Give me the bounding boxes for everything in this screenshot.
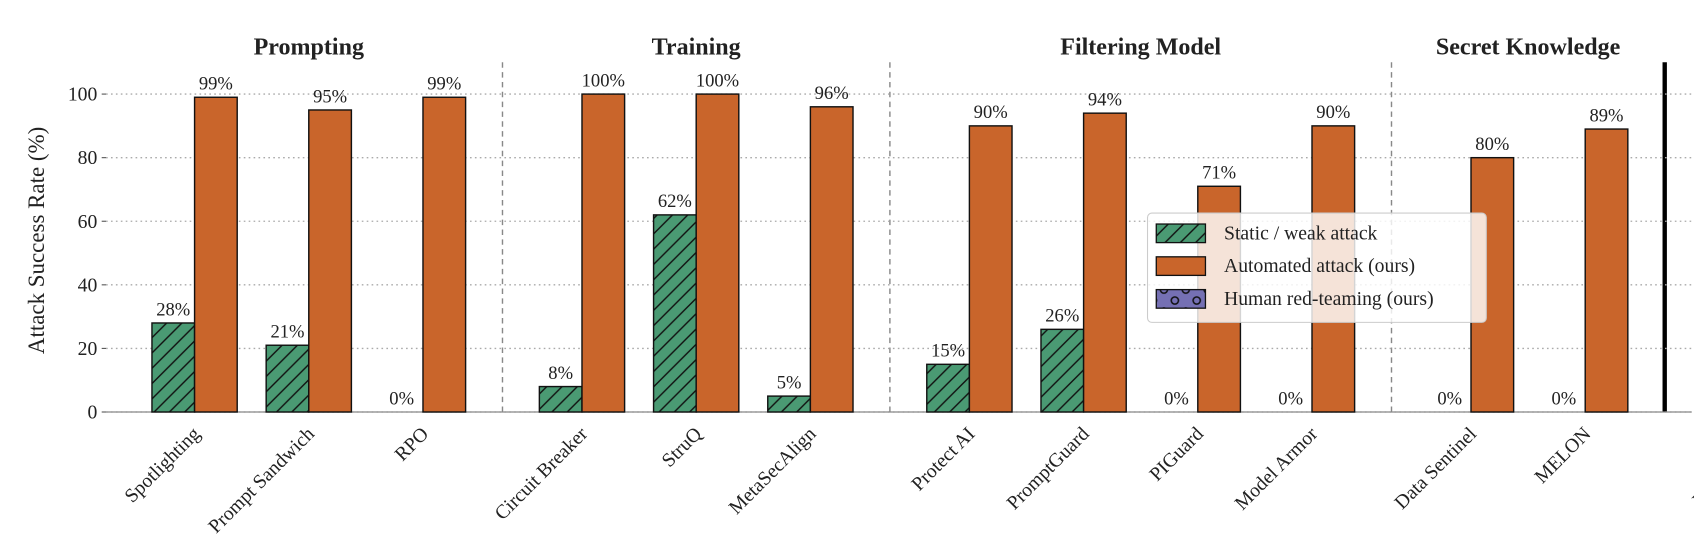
bar bbox=[968, 125, 1013, 413]
value-label: 71% bbox=[1202, 163, 1236, 184]
y-tick-label: 100 bbox=[68, 84, 98, 106]
group-header: Training bbox=[652, 35, 741, 61]
y-tick-label: 60 bbox=[78, 211, 98, 233]
x-tick-label: Model Armor bbox=[1230, 423, 1322, 515]
value-label: 0% bbox=[389, 388, 414, 409]
x-tick-label: Prompt Sandwich bbox=[204, 423, 319, 538]
bar bbox=[1040, 328, 1085, 413]
bar bbox=[581, 93, 626, 413]
value-label: 0% bbox=[1278, 388, 1303, 409]
legend-label: Automated attack (ours) bbox=[1224, 255, 1415, 277]
value-label: 99% bbox=[199, 74, 233, 95]
value-label: 100% bbox=[582, 70, 625, 91]
bar bbox=[926, 363, 971, 413]
group-header: Prompting bbox=[254, 35, 364, 61]
value-label: 62% bbox=[658, 191, 692, 212]
bar bbox=[538, 385, 583, 413]
legend-label: Static / weak attack bbox=[1224, 222, 1378, 244]
group-header: Secret Knowledge bbox=[1436, 35, 1621, 61]
x-tick-label: MetaSecAlign bbox=[725, 423, 821, 519]
value-label: 0% bbox=[1164, 388, 1189, 409]
legend-swatch bbox=[1155, 256, 1207, 277]
y-tick-label: 0 bbox=[87, 402, 97, 424]
value-label: 89% bbox=[1590, 105, 1624, 126]
value-label: 94% bbox=[1088, 90, 1122, 111]
value-label: 0% bbox=[1552, 388, 1577, 409]
x-tick-label: Circuit Breaker bbox=[490, 423, 592, 525]
bar bbox=[809, 106, 854, 413]
value-label: 5% bbox=[777, 372, 802, 393]
group-header: Filtering Model bbox=[1060, 35, 1221, 61]
y-tick-label: 80 bbox=[78, 147, 98, 169]
value-label: 99% bbox=[427, 74, 461, 95]
x-tick-label-box: Human red-teaming setting bbox=[1687, 428, 1694, 511]
bar bbox=[1082, 112, 1127, 413]
bar bbox=[151, 322, 196, 413]
bar bbox=[308, 109, 353, 413]
x-tick-label: PromptGuard bbox=[1002, 423, 1093, 514]
x-tick-label: PIGuard bbox=[1145, 423, 1208, 486]
y-tick-label: 40 bbox=[78, 274, 98, 296]
value-label: 0% bbox=[1437, 388, 1462, 409]
value-label: 96% bbox=[815, 83, 849, 104]
bar bbox=[265, 344, 310, 413]
x-tick-label: RPO bbox=[390, 423, 433, 466]
x-tick-label: Spotlighting bbox=[120, 423, 204, 507]
value-label: 80% bbox=[1475, 134, 1509, 155]
x-tick-label: Data Sentinel bbox=[1390, 423, 1481, 514]
value-label: 90% bbox=[974, 102, 1008, 123]
x-tick-label: StruQ bbox=[658, 423, 707, 472]
value-label: 95% bbox=[313, 86, 347, 107]
value-label: 15% bbox=[931, 341, 965, 362]
value-label: 21% bbox=[270, 322, 304, 343]
value-label: 90% bbox=[1316, 102, 1350, 123]
x-tick-label: MELON bbox=[1530, 423, 1595, 488]
x-tick-label: Human red-teaming setting bbox=[1687, 428, 1694, 511]
bar bbox=[695, 93, 740, 413]
value-label: 100% bbox=[696, 70, 739, 91]
bar bbox=[767, 395, 812, 413]
value-label: 26% bbox=[1045, 306, 1079, 327]
value-label: 8% bbox=[548, 363, 573, 384]
bar bbox=[422, 96, 467, 413]
x-tick-label: Protect AI bbox=[907, 423, 979, 495]
legend-label: Human red-teaming (ours) bbox=[1224, 288, 1434, 310]
bar bbox=[1584, 128, 1629, 413]
legend-swatch bbox=[1155, 223, 1207, 244]
legend-box bbox=[1146, 212, 1487, 323]
bar bbox=[193, 96, 238, 413]
value-label: 28% bbox=[156, 299, 190, 320]
bar bbox=[652, 214, 697, 413]
legend-swatch bbox=[1155, 288, 1207, 309]
y-axis-label: Attack Success Rate (%) bbox=[24, 127, 49, 354]
y-tick-label: 20 bbox=[78, 338, 98, 360]
